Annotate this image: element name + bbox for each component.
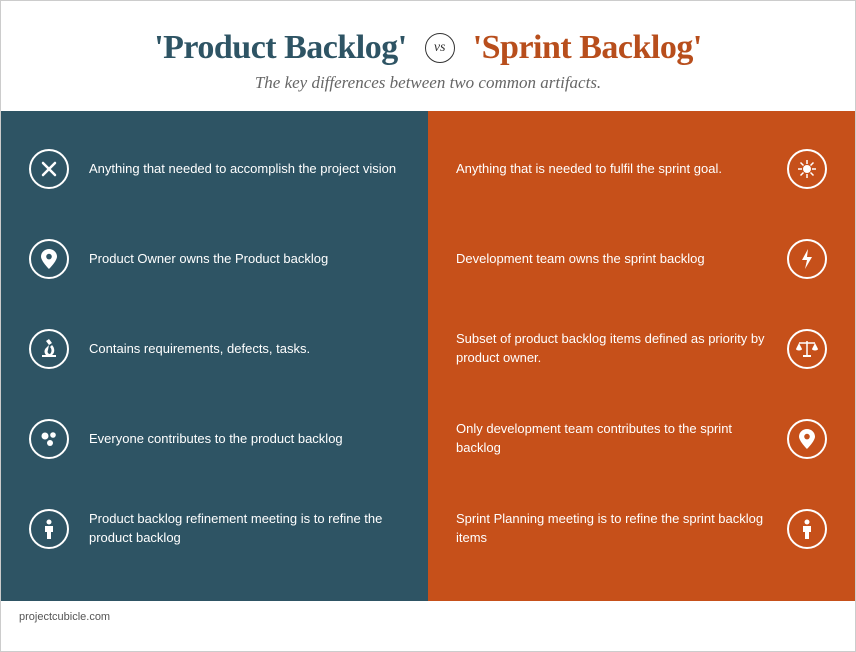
pin-icon: [29, 239, 69, 279]
column-product-backlog: Anything that needed to accomplish the p…: [1, 111, 428, 601]
comparison-row: Product Owner owns the Product backlog: [29, 229, 400, 289]
cluster-icon: [29, 419, 69, 459]
title-row: 'Product Backlog' vs 'Sprint Backlog': [21, 29, 835, 67]
comparison-row: Development team owns the sprint backlog: [456, 229, 827, 289]
bolt-icon: [787, 239, 827, 279]
comparison-row: Everyone contributes to the product back…: [29, 409, 400, 469]
row-text: Everyone contributes to the product back…: [89, 430, 400, 449]
comparison-row: Sprint Planning meeting is to refine the…: [456, 499, 827, 559]
column-sprint-backlog: Anything that is needed to fulfil the sp…: [428, 111, 855, 601]
vs-badge: vs: [425, 33, 455, 63]
row-text: Contains requirements, defects, tasks.: [89, 340, 400, 359]
header: 'Product Backlog' vs 'Sprint Backlog' Th…: [1, 1, 855, 111]
comparison-columns: Anything that needed to accomplish the p…: [1, 111, 855, 601]
row-text: Only development team contributes to the…: [456, 420, 767, 458]
row-text: Anything that is needed to fulfil the sp…: [456, 160, 767, 179]
row-text: Anything that needed to accomplish the p…: [89, 160, 400, 179]
pin-icon: [787, 419, 827, 459]
title-left: 'Product Backlog': [154, 29, 407, 67]
footer-credit: projectcubicle.com: [1, 601, 855, 633]
x-icon: [29, 149, 69, 189]
comparison-row: Anything that needed to accomplish the p…: [29, 139, 400, 199]
subtitle: The key differences between two common a…: [21, 73, 835, 93]
comparison-row: Contains requirements, defects, tasks.: [29, 319, 400, 379]
row-text: Product backlog refinement meeting is to…: [89, 510, 400, 548]
comparison-row: Subset of product backlog items defined …: [456, 319, 827, 379]
virus-icon: [787, 149, 827, 189]
row-text: Product Owner owns the Product backlog: [89, 250, 400, 269]
microscope-icon: [29, 329, 69, 369]
comparison-row: Anything that is needed to fulfil the sp…: [456, 139, 827, 199]
row-text: Development team owns the sprint backlog: [456, 250, 767, 269]
scales-icon: [787, 329, 827, 369]
comparison-row: Only development team contributes to the…: [456, 409, 827, 469]
title-right: 'Sprint Backlog': [473, 29, 702, 67]
person-icon: [29, 509, 69, 549]
person-icon: [787, 509, 827, 549]
row-text: Sprint Planning meeting is to refine the…: [456, 510, 767, 548]
comparison-row: Product backlog refinement meeting is to…: [29, 499, 400, 559]
row-text: Subset of product backlog items defined …: [456, 330, 767, 368]
